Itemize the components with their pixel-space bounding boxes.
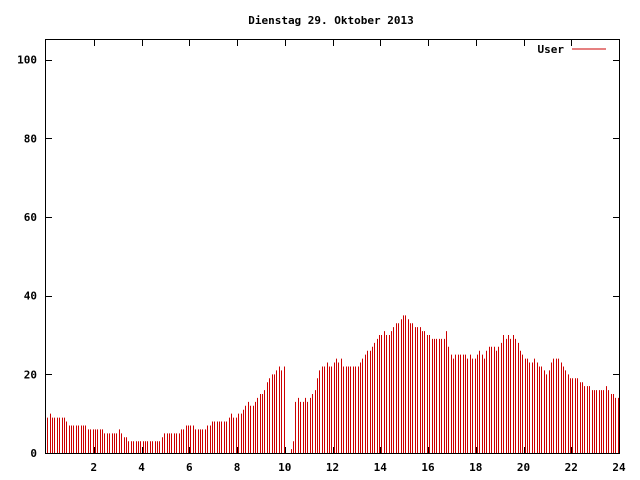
y-tick-label: 0 — [30, 447, 37, 460]
x-tick-label: 18 — [469, 461, 482, 474]
y-tick-label: 20 — [24, 368, 37, 381]
y-tick-label: 80 — [24, 132, 37, 145]
x-tick-label: 16 — [421, 461, 435, 474]
x-tick-label: 4 — [138, 461, 145, 474]
x-tick-label: 8 — [234, 461, 241, 474]
bar-series-user — [47, 315, 619, 453]
x-tick-label: 2 — [90, 461, 97, 474]
x-tick-label: 10 — [278, 461, 291, 474]
legend: User — [538, 43, 606, 56]
x-tick-label: 24 — [612, 461, 626, 474]
axis-ticks — [46, 40, 620, 454]
y-tick-label: 100 — [17, 54, 37, 67]
x-tick-label: 6 — [186, 461, 193, 474]
x-tick-label: 20 — [517, 461, 530, 474]
y-tick-label: 60 — [24, 211, 37, 224]
x-tick-label: 14 — [374, 461, 388, 474]
y-tick-label: 40 — [24, 290, 37, 303]
x-tick-label: 12 — [326, 461, 339, 474]
legend-label-user: User — [538, 43, 565, 56]
x-tick-label: 22 — [565, 461, 578, 474]
plot-frame — [45, 39, 620, 454]
chart-title: Dienstag 29. Oktober 2013 — [248, 14, 414, 27]
